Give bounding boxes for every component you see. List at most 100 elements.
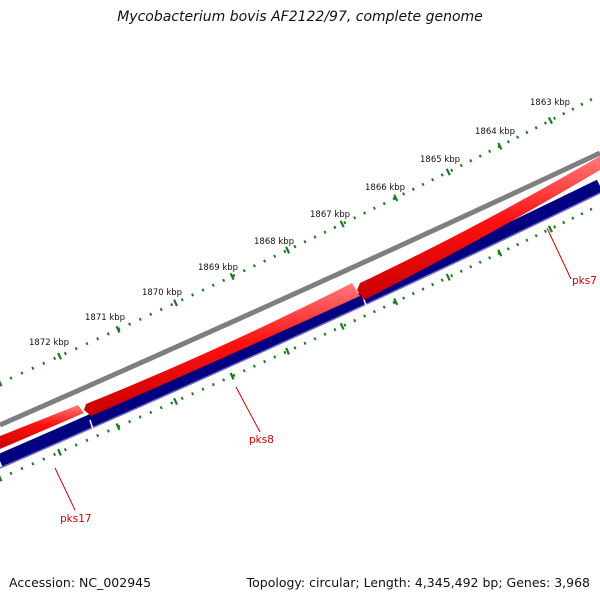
- ruler-tick: [285, 347, 291, 355]
- kbp-label: 1871 kbp: [85, 313, 125, 323]
- gene-pks17-arrow: [0, 405, 84, 449]
- ruler-tick: [242, 369, 246, 373]
- ruler-tick: [525, 130, 529, 135]
- ruler-tick: [440, 278, 444, 282]
- ruler-tick: [159, 307, 163, 312]
- ruler-tick: [180, 396, 184, 401]
- ruler-tick: [293, 346, 297, 350]
- ruler-tick: [170, 401, 174, 405]
- ruler-tick: [57, 352, 62, 360]
- ruler-tick: [211, 283, 215, 287]
- ruler-tick: [201, 288, 205, 292]
- ruler-tick: [20, 371, 24, 375]
- ruler-tick: [229, 372, 235, 380]
- ruler-tick: [74, 443, 78, 447]
- ruler-tick: [283, 350, 287, 355]
- ruler-tick: [31, 366, 35, 370]
- ruler-tick: [562, 220, 566, 225]
- ruler-tick: [440, 173, 444, 177]
- ruler-tick: [506, 140, 510, 144]
- ruler-tick: [392, 197, 396, 201]
- ruler-tick: [382, 201, 386, 206]
- ruler-tick: [372, 206, 376, 210]
- ruler-tick: [63, 351, 67, 356]
- ruler-tick: [516, 135, 520, 139]
- kbp-label: 1865 kbp: [420, 155, 460, 165]
- gene-pks7-arrow: [357, 156, 600, 300]
- ruler-tick: [229, 272, 235, 281]
- ruler-tick: [402, 192, 406, 196]
- ruler-tick: [232, 373, 236, 378]
- ruler-tick: [263, 259, 267, 263]
- ruler-tick: [421, 182, 425, 187]
- ruler-tick: [303, 240, 307, 244]
- ruler-tick: [516, 242, 520, 247]
- ruler-tick: [469, 265, 473, 269]
- ruler-tick: [211, 382, 215, 387]
- ruler-tick: [159, 406, 163, 410]
- map-title: Mycobacterium bovis AF2122/97, complete …: [117, 9, 483, 25]
- ruler-tick: [478, 154, 482, 158]
- ruler-tick: [497, 249, 503, 257]
- ruler-tick: [459, 269, 463, 273]
- ruler-tick: [149, 410, 153, 415]
- ruler-tick: [20, 466, 24, 471]
- ruler-tick: [106, 332, 110, 336]
- ruler-tick: [323, 332, 327, 336]
- ruler-tick: [53, 452, 57, 457]
- ruler-tick: [252, 364, 256, 368]
- pks8-callout: [235, 386, 261, 433]
- ruler-tick: [138, 415, 142, 419]
- ruler-tick: [222, 378, 226, 382]
- ruler-tick: [53, 356, 57, 361]
- ruler-tick: [393, 194, 399, 202]
- ruler-tick: [411, 187, 415, 191]
- ruler-tick: [96, 337, 100, 341]
- pks17-callout: [54, 467, 76, 511]
- ruler-tick: [392, 300, 396, 305]
- ruler-tick: [411, 291, 415, 296]
- ruler-tick: [393, 298, 399, 306]
- ruler-tick: [201, 387, 205, 391]
- ruler-tick: [333, 327, 337, 332]
- ruler-tick: [450, 168, 454, 172]
- ruler-tick: [252, 264, 256, 268]
- kbp-label: 1872 kbp: [29, 338, 69, 348]
- ruler-tick: [553, 225, 557, 229]
- kbp-label: 1867 kbp: [310, 210, 350, 220]
- ruler-tick: [0, 380, 3, 387]
- ruler-tick: [353, 318, 357, 323]
- ruler-tick: [273, 355, 277, 359]
- ruler-tick: [85, 341, 89, 346]
- ruler-tick: [580, 212, 584, 216]
- ruler-tick: [173, 397, 179, 406]
- ruler-tick: [128, 322, 132, 326]
- ruler-tick: [263, 359, 267, 364]
- genome-backbone-line: [0, 150, 600, 428]
- ruler-tick: [128, 419, 132, 424]
- ruler-tick: [285, 246, 291, 254]
- ruler-tick: [9, 471, 13, 475]
- ruler-tick: [138, 317, 142, 321]
- gene-pks8-arrow: [84, 283, 360, 416]
- ruler-tick: [115, 325, 121, 334]
- ruler-tick: [580, 102, 584, 107]
- ruler-tick: [421, 287, 425, 291]
- ruler-tick: [553, 116, 557, 121]
- ruler-tick: [9, 376, 13, 380]
- ruler-major-ticks: [0, 116, 553, 482]
- ruler-tick: [382, 305, 386, 309]
- ruler-tick: [173, 299, 178, 307]
- ruler-tick: [232, 273, 236, 278]
- kbp-label: 1869 kbp: [198, 263, 238, 273]
- ruler-tick: [343, 323, 347, 327]
- ruler-tick: [191, 392, 195, 396]
- ruler-tick: [42, 457, 46, 461]
- ruler-tick: [313, 337, 317, 341]
- ruler-tick: [402, 296, 406, 300]
- ruler-tick: [339, 220, 345, 228]
- ruler-tick: [0, 475, 3, 482]
- ruler-tick: [96, 433, 100, 438]
- reverse-strand-track: [0, 179, 600, 468]
